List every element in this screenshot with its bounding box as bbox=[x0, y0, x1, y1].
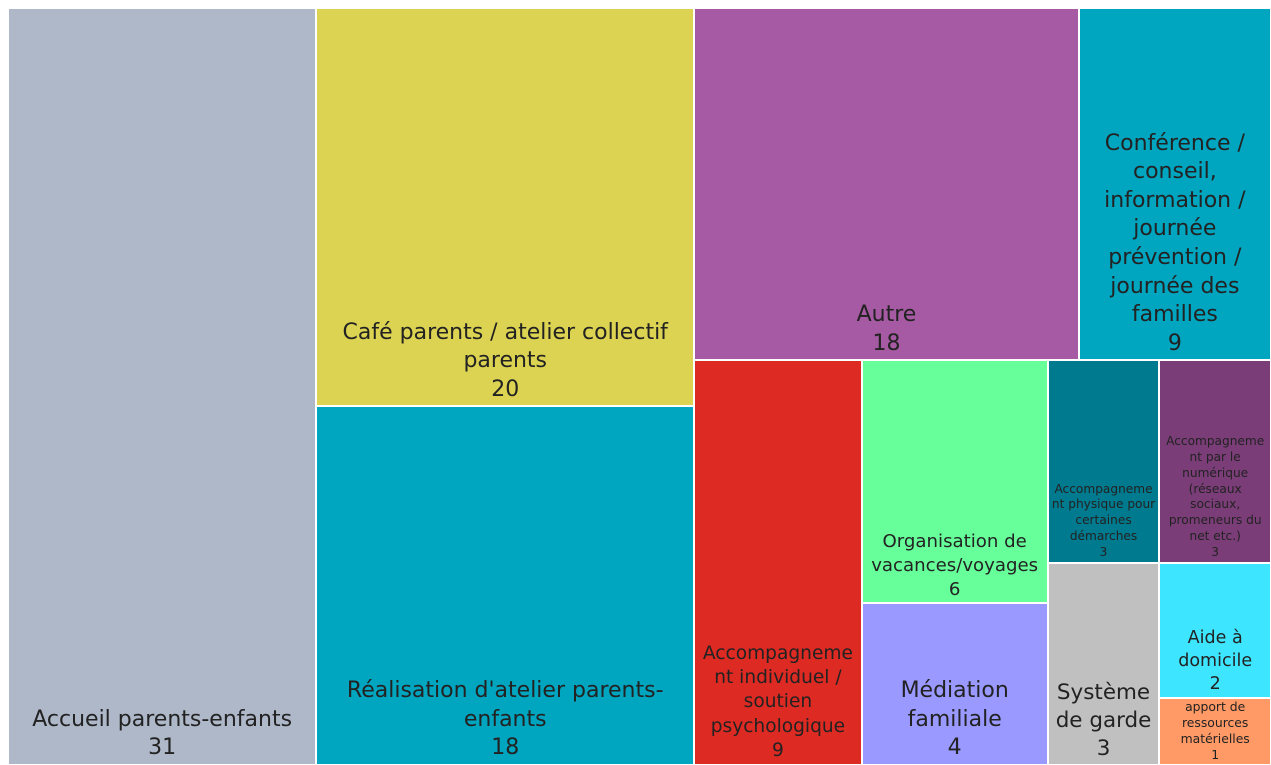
cell-label: Médiation familiale bbox=[900, 678, 1009, 732]
treemap-cell: Accompagnement physique pour certaines d… bbox=[1047, 360, 1160, 563]
cell-label: Accompagnement physique pour certaines d… bbox=[1051, 481, 1156, 544]
treemap-cell: Aide financière / apport de ressources m… bbox=[1159, 697, 1271, 765]
treemap-cell: Conférence / conseil, information / jour… bbox=[1078, 8, 1271, 361]
cell-value: 31 bbox=[148, 735, 177, 761]
cell-value: 6 bbox=[948, 578, 961, 600]
cell-label: Réalisation d'atelier parents-enfants bbox=[346, 678, 664, 732]
cell-value: 18 bbox=[491, 735, 520, 761]
cell-value: 9 bbox=[1167, 330, 1182, 356]
cell-label: Accompagnement individuel / soutien psyc… bbox=[702, 643, 853, 737]
cell-value: 3 bbox=[1099, 544, 1108, 559]
cell-label: Café parents / atelier collectif parents bbox=[342, 319, 668, 374]
treemap-cell: Organisation de vacances/voyages 6 bbox=[861, 360, 1048, 604]
treemap-cell: Café parents / atelier collectif parents… bbox=[316, 8, 695, 407]
cell-label: Organisation de vacances/voyages bbox=[871, 531, 1039, 576]
cell-label: Accueil parents-enfants bbox=[32, 706, 293, 732]
cell-label: Autre bbox=[856, 302, 917, 328]
cell-label: Aide à domicile bbox=[1178, 628, 1253, 671]
cell-value: 3 bbox=[1096, 736, 1111, 762]
treemap-cell: Système de garde 3 bbox=[1047, 562, 1160, 765]
cell-label: Aide financière / apport de ressources m… bbox=[1180, 698, 1250, 746]
cell-label: Conférence / conseil, information / jour… bbox=[1104, 130, 1246, 328]
treemap-cell: Accompagnement par le numérique (réseaux… bbox=[1159, 360, 1271, 563]
cell-label: Système de garde bbox=[1055, 680, 1152, 734]
treemap-cell: Autre 18 bbox=[694, 8, 1079, 361]
treemap-cell: Accompagnement individuel / soutien psyc… bbox=[694, 360, 862, 765]
cell-value: 18 bbox=[872, 330, 901, 356]
cell-value: 4 bbox=[947, 735, 962, 761]
cell-label: Accompagnement par le numérique (réseaux… bbox=[1166, 434, 1265, 544]
treemap-cell: Médiation familiale 4 bbox=[861, 603, 1048, 765]
cell-value: 9 bbox=[771, 739, 784, 761]
treemap-cell: Aide à domicile 2 bbox=[1159, 562, 1271, 698]
treemap-cell: Accueil parents-enfants 31 bbox=[8, 8, 317, 765]
treemap-cell: Réalisation d'atelier parents-enfants 18 bbox=[316, 406, 695, 765]
cell-value: 2 bbox=[1209, 673, 1221, 694]
cell-value: 3 bbox=[1211, 544, 1220, 559]
cell-value: 20 bbox=[491, 376, 520, 402]
cell-value: 1 bbox=[1211, 746, 1220, 762]
